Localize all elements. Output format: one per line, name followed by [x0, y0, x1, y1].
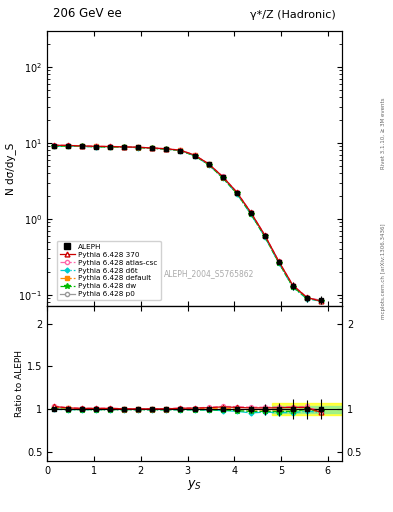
Y-axis label: Ratio to ALEPH: Ratio to ALEPH [15, 350, 24, 417]
Text: 206 GeV ee: 206 GeV ee [53, 7, 122, 19]
Text: mcplots.cern.ch [arXiv:1306.3436]: mcplots.cern.ch [arXiv:1306.3436] [381, 224, 386, 319]
Y-axis label: N dσ/dy_S: N dσ/dy_S [5, 142, 16, 195]
Text: Rivet 3.1.10, ≥ 3M events: Rivet 3.1.10, ≥ 3M events [381, 97, 386, 169]
X-axis label: $y_S$: $y_S$ [187, 478, 202, 493]
Text: γ*/Z (Hadronic): γ*/Z (Hadronic) [250, 10, 336, 19]
Legend: ALEPH, Pythia 6.428 370, Pythia 6.428 atlas-csc, Pythia 6.428 d6t, Pythia 6.428 : ALEPH, Pythia 6.428 370, Pythia 6.428 at… [57, 241, 161, 300]
Text: ALEPH_2004_S5765862: ALEPH_2004_S5765862 [164, 269, 254, 278]
